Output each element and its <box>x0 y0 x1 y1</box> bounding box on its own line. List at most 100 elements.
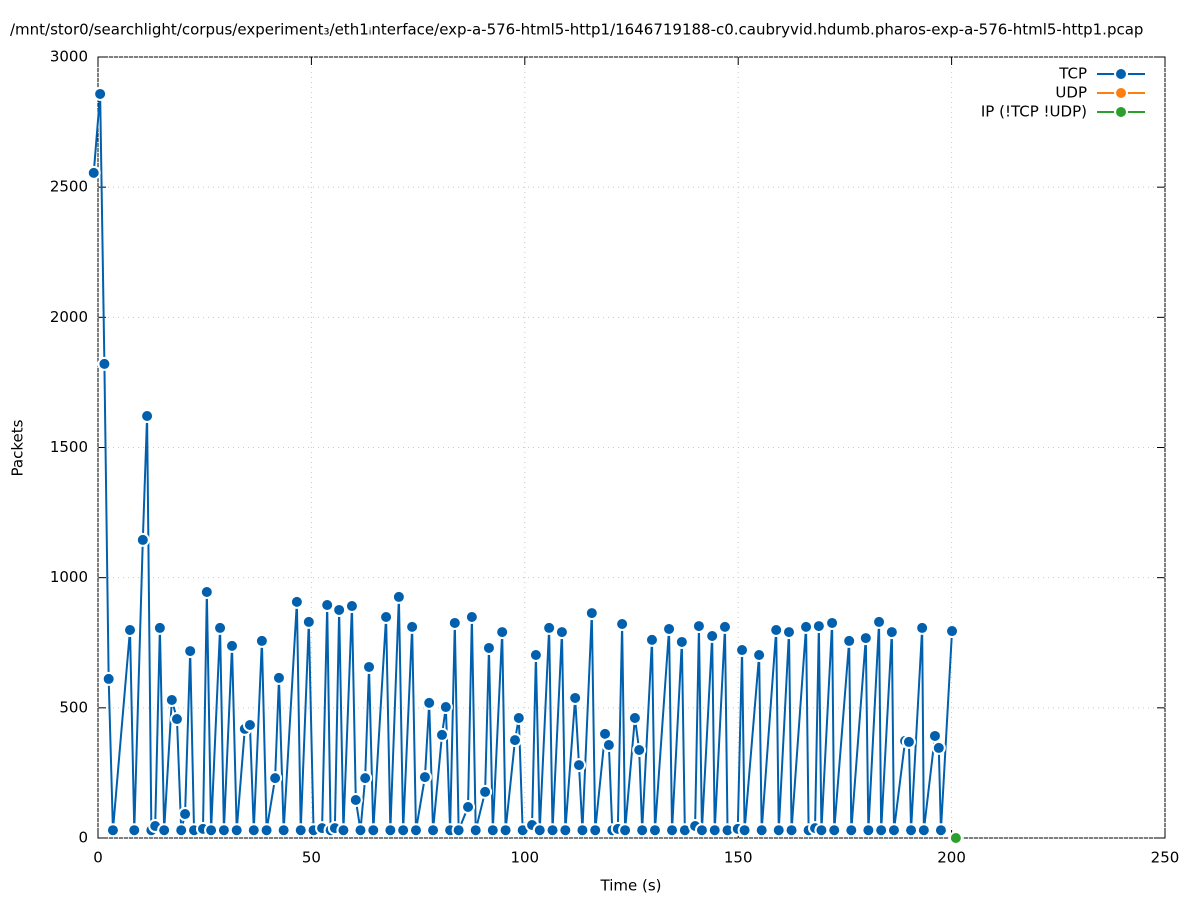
data-point <box>665 823 680 838</box>
legend-marker <box>1114 105 1128 119</box>
data-point <box>336 823 351 838</box>
data-point <box>481 640 496 655</box>
legend-label: UDP <box>1055 84 1087 102</box>
data-point <box>618 823 633 838</box>
data-point <box>97 356 112 371</box>
data-point <box>769 622 784 637</box>
data-point <box>447 615 462 630</box>
data-point <box>86 165 101 180</box>
data-point <box>735 643 750 658</box>
data-point <box>662 621 677 636</box>
data-point <box>916 823 931 838</box>
data-point <box>461 800 476 815</box>
data-point <box>135 532 150 547</box>
legend-label: IP (!TCP !UDP) <box>981 103 1087 121</box>
data-point <box>468 823 483 838</box>
data-point <box>904 823 919 838</box>
data-point <box>705 628 720 643</box>
data-point <box>344 599 359 614</box>
data-point <box>554 625 569 640</box>
data-point <box>105 823 120 838</box>
data-point <box>123 622 138 637</box>
data-point <box>178 807 193 822</box>
data-point <box>348 792 363 807</box>
data-point <box>225 638 240 653</box>
data-point <box>101 671 116 686</box>
data-point <box>246 823 261 838</box>
x-tick-label: 250 <box>1151 849 1180 867</box>
data-point <box>140 408 155 423</box>
data-point <box>814 823 829 838</box>
data-point <box>438 700 453 715</box>
data-point <box>242 718 257 733</box>
data-point <box>417 770 432 785</box>
data-point <box>542 620 557 635</box>
data-point <box>827 823 842 838</box>
data-point <box>532 823 547 838</box>
data-point <box>254 633 269 648</box>
data-point <box>647 823 662 838</box>
data-point <box>157 823 172 838</box>
data-point <box>320 598 335 613</box>
data-point <box>558 823 573 838</box>
data-point <box>174 823 189 838</box>
data-point <box>183 644 198 659</box>
data-point <box>861 823 876 838</box>
data-point <box>945 624 960 639</box>
data-point <box>199 584 214 599</box>
series-line <box>92 93 954 833</box>
data-point <box>635 823 650 838</box>
x-tick-label: 100 <box>510 849 539 867</box>
data-point <box>451 823 466 838</box>
data-point <box>495 625 510 640</box>
data-point <box>366 823 381 838</box>
data-point <box>405 619 420 634</box>
data-point <box>575 823 590 838</box>
data-point <box>426 823 441 838</box>
data-point <box>358 771 373 786</box>
data-point <box>353 823 368 838</box>
y-tick-label: 3000 <box>50 48 88 66</box>
data-point <box>752 647 767 662</box>
legend-marker <box>1114 86 1128 100</box>
data-point <box>601 738 616 753</box>
data-point <box>784 823 799 838</box>
y-tick-label: 500 <box>59 698 88 716</box>
data-point <box>568 690 583 705</box>
y-axis-label: Packets <box>9 419 27 476</box>
data-point <box>464 609 479 624</box>
data-point <box>485 823 500 838</box>
data-point <box>632 743 647 758</box>
data-point <box>408 823 423 838</box>
x-tick-label: 50 <box>302 849 321 867</box>
data-point <box>507 733 522 748</box>
data-point <box>213 620 228 635</box>
legend-marker <box>1114 67 1128 81</box>
data-point <box>276 823 291 838</box>
y-tick-label: 2500 <box>50 178 88 196</box>
data-point <box>271 670 286 685</box>
x-tick-label: 0 <box>93 849 103 867</box>
x-axis-label: Time (s) <box>600 877 662 895</box>
data-point <box>915 620 930 635</box>
data-point <box>362 659 377 674</box>
data-point <box>627 710 642 725</box>
y-tick-label: 0 <box>78 829 88 847</box>
data-point <box>811 619 826 634</box>
data-point <box>825 615 840 630</box>
data-point <box>259 823 274 838</box>
data-point <box>588 823 603 838</box>
data-point <box>511 710 526 725</box>
y-tick-label: 1500 <box>50 438 88 456</box>
data-point <box>799 619 814 634</box>
data-point <box>152 620 167 635</box>
data-point <box>694 823 709 838</box>
data-point <box>644 632 659 647</box>
x-tick-label: 150 <box>724 849 753 867</box>
data-point <box>901 734 916 749</box>
data-point <box>874 823 889 838</box>
data-point <box>931 740 946 755</box>
data-point <box>691 619 706 634</box>
legend-label: TCP <box>1058 65 1087 83</box>
data-point <box>884 625 899 640</box>
